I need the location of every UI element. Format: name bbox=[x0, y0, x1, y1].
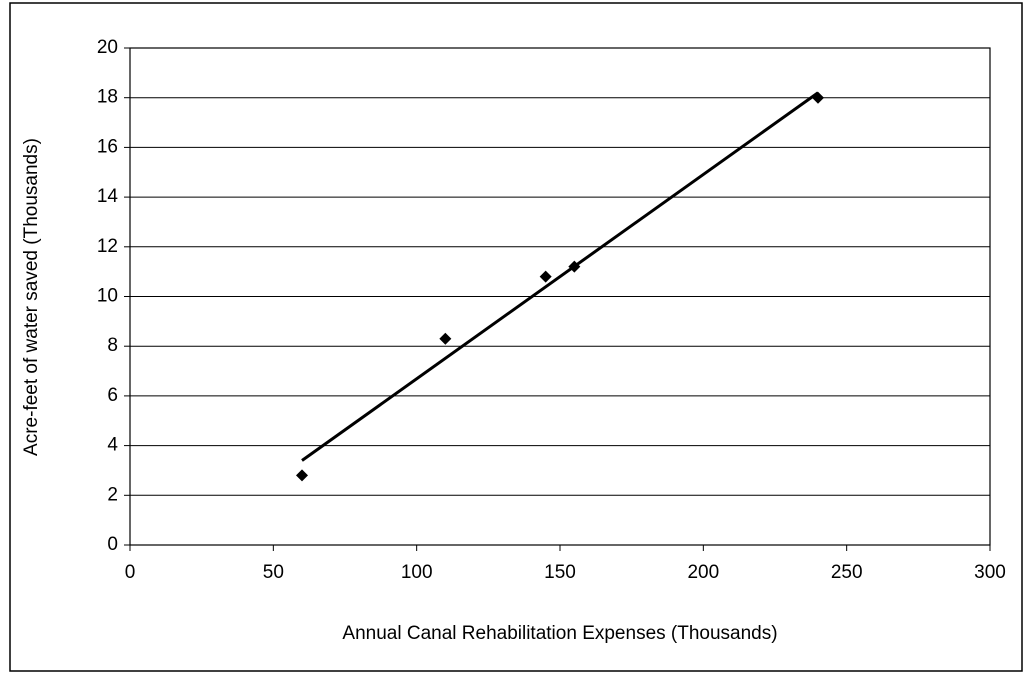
y-tick-label: 0 bbox=[107, 534, 118, 555]
y-tick-label: 12 bbox=[97, 236, 118, 257]
data-point bbox=[568, 260, 581, 273]
data-point bbox=[439, 332, 452, 345]
x-tick-label: 100 bbox=[401, 562, 433, 583]
x-tick-label: 250 bbox=[831, 562, 863, 583]
y-tick-label: 8 bbox=[107, 335, 118, 356]
chart-frame bbox=[9, 2, 1023, 672]
x-tick-label: 150 bbox=[544, 562, 576, 583]
y-tick-label: 14 bbox=[97, 186, 119, 207]
y-tick-label: 20 bbox=[97, 37, 118, 58]
y-tick-label: 2 bbox=[107, 484, 118, 505]
x-tick-label: 300 bbox=[974, 562, 1006, 583]
trendline bbox=[301, 91, 819, 462]
data-point bbox=[539, 270, 552, 283]
x-tick-label: 0 bbox=[125, 562, 136, 583]
y-axis-label: Acre-feet of water saved (Thousands) bbox=[21, 138, 42, 456]
y-tick-label: 4 bbox=[107, 435, 118, 456]
plot-area bbox=[129, 47, 991, 546]
x-tick-label: 200 bbox=[687, 562, 719, 583]
data-point bbox=[812, 91, 824, 104]
x-axis-label: Annual Canal Rehabilitation Expenses (Th… bbox=[342, 623, 777, 644]
data-point bbox=[296, 469, 308, 482]
y-tick-label: 18 bbox=[97, 87, 118, 108]
y-tick-label: 10 bbox=[97, 286, 118, 307]
y-tick-label: 6 bbox=[107, 385, 118, 406]
y-tick-label: 16 bbox=[97, 136, 118, 157]
x-tick-label: 50 bbox=[263, 562, 284, 583]
